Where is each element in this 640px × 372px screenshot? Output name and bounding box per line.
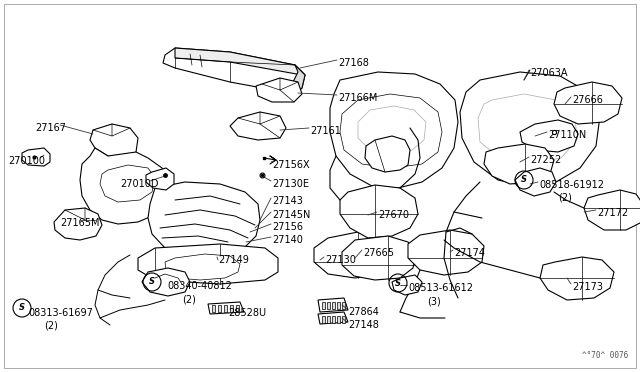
- Polygon shape: [22, 148, 50, 166]
- Text: 27174: 27174: [454, 248, 485, 258]
- Polygon shape: [148, 182, 260, 260]
- Text: 27166M: 27166M: [338, 93, 378, 103]
- Bar: [332, 316, 335, 323]
- Polygon shape: [90, 124, 138, 158]
- Bar: [327, 302, 330, 309]
- Polygon shape: [54, 208, 102, 240]
- Polygon shape: [515, 168, 556, 196]
- Polygon shape: [340, 185, 418, 238]
- Bar: [332, 302, 335, 309]
- Bar: [322, 316, 325, 323]
- Text: ^°70^ 0076: ^°70^ 0076: [582, 351, 628, 360]
- Polygon shape: [230, 112, 286, 140]
- Bar: [218, 305, 221, 312]
- Polygon shape: [392, 275, 422, 295]
- Text: S: S: [395, 279, 401, 288]
- Bar: [236, 305, 239, 312]
- Bar: [230, 305, 233, 312]
- Text: 27156: 27156: [272, 222, 303, 232]
- Polygon shape: [540, 257, 614, 300]
- Polygon shape: [142, 268, 190, 296]
- Text: 28528U: 28528U: [228, 308, 266, 318]
- Polygon shape: [314, 232, 398, 278]
- Text: 27864: 27864: [348, 307, 379, 317]
- Text: 27156X: 27156X: [272, 160, 310, 170]
- Text: 27148: 27148: [348, 320, 379, 330]
- Polygon shape: [340, 94, 442, 168]
- Polygon shape: [175, 48, 305, 75]
- Text: 27110N: 27110N: [548, 130, 586, 140]
- Polygon shape: [520, 120, 578, 152]
- Text: 27167: 27167: [35, 123, 66, 133]
- Polygon shape: [256, 78, 302, 102]
- Text: 27161: 27161: [310, 126, 341, 136]
- Polygon shape: [292, 65, 305, 94]
- Polygon shape: [163, 48, 305, 94]
- Text: 27165M: 27165M: [60, 218, 99, 228]
- Text: 27252: 27252: [530, 155, 561, 165]
- Text: 27173: 27173: [572, 282, 603, 292]
- Text: 27140: 27140: [272, 235, 303, 245]
- Text: 27670: 27670: [378, 210, 409, 220]
- Text: 27172: 27172: [597, 208, 628, 218]
- Text: (2): (2): [182, 294, 196, 304]
- Polygon shape: [80, 148, 168, 224]
- Polygon shape: [358, 106, 426, 154]
- Text: 08313-61697: 08313-61697: [28, 308, 93, 318]
- Polygon shape: [318, 298, 348, 312]
- Polygon shape: [165, 254, 240, 280]
- Text: S: S: [19, 304, 25, 312]
- Text: S: S: [521, 176, 527, 185]
- Bar: [337, 302, 340, 309]
- Polygon shape: [478, 94, 577, 164]
- Polygon shape: [484, 144, 554, 184]
- Polygon shape: [208, 302, 244, 314]
- Text: (2): (2): [558, 193, 572, 203]
- Polygon shape: [460, 72, 600, 186]
- Polygon shape: [318, 312, 348, 324]
- Text: 27130E: 27130E: [272, 179, 309, 189]
- Text: 27666: 27666: [572, 95, 603, 105]
- Text: 27143: 27143: [272, 196, 303, 206]
- Bar: [224, 305, 227, 312]
- Text: 27168: 27168: [338, 58, 369, 68]
- Bar: [342, 302, 345, 309]
- Text: (2): (2): [44, 321, 58, 331]
- Polygon shape: [365, 136, 410, 172]
- Text: 27149: 27149: [218, 255, 249, 265]
- Polygon shape: [554, 82, 622, 124]
- Polygon shape: [146, 168, 174, 190]
- Text: 08340-40812: 08340-40812: [167, 281, 232, 291]
- Bar: [327, 316, 330, 323]
- Polygon shape: [330, 72, 458, 188]
- Text: 27063A: 27063A: [530, 68, 568, 78]
- Text: (3): (3): [427, 296, 441, 306]
- Polygon shape: [408, 230, 484, 275]
- Polygon shape: [100, 165, 155, 202]
- Text: 27010D: 27010D: [120, 179, 159, 189]
- Bar: [342, 316, 345, 323]
- Polygon shape: [138, 244, 278, 284]
- Text: 08518-61912: 08518-61912: [539, 180, 604, 190]
- Text: 27665: 27665: [363, 248, 394, 258]
- Text: 27130: 27130: [325, 255, 356, 265]
- Bar: [337, 316, 340, 323]
- Text: 270100: 270100: [8, 156, 45, 166]
- Text: S: S: [149, 278, 155, 286]
- Polygon shape: [584, 190, 640, 230]
- Bar: [212, 305, 215, 312]
- Text: 27145N: 27145N: [272, 210, 310, 220]
- Polygon shape: [342, 236, 416, 280]
- Text: 08513-61612: 08513-61612: [408, 283, 473, 293]
- Bar: [322, 302, 325, 309]
